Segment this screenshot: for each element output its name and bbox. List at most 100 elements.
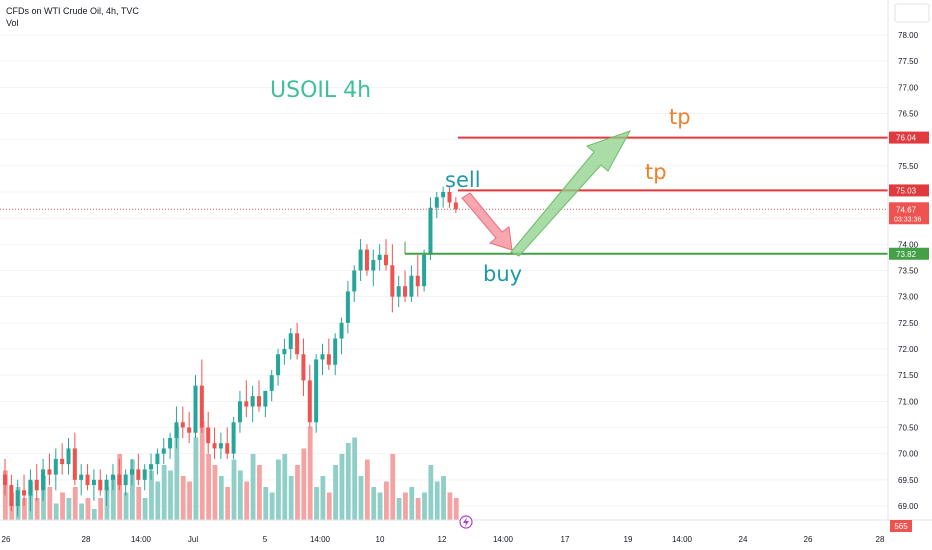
- volume-bar: [358, 476, 364, 520]
- volume-bar: [441, 476, 446, 520]
- candle-body: [409, 275, 414, 297]
- time-tick-label: 14:00: [493, 535, 514, 544]
- candle-body: [320, 354, 325, 360]
- volume-bar: [22, 498, 27, 520]
- sell-arrow: [461, 192, 513, 251]
- time-tick-label: 26: [2, 535, 11, 544]
- last-price-label: 74.67: [896, 205, 917, 214]
- volume-indicator-label: Vol: [6, 18, 19, 28]
- candle-body: [193, 385, 198, 433]
- candle-body: [276, 354, 281, 376]
- volume-bar: [180, 476, 186, 520]
- candle-body: [98, 479, 103, 491]
- level-price-box: [889, 247, 929, 260]
- volume-bar: [123, 492, 129, 520]
- volume-bar: [453, 498, 459, 520]
- candle-body: [447, 192, 452, 203]
- candle-body: [15, 490, 20, 506]
- price-tick-label: 76.50: [898, 110, 919, 119]
- price-tick-label: 78.00: [898, 31, 919, 40]
- price-axis[interactable]: [888, 0, 932, 520]
- candle-body: [326, 354, 331, 365]
- level-price-label: 76.04: [896, 134, 917, 143]
- time-tick-label: 26: [804, 535, 813, 544]
- volume-bar: [301, 448, 307, 520]
- candle-body: [212, 443, 217, 449]
- volume-bar: [282, 454, 288, 520]
- candle-body: [161, 448, 166, 454]
- candle-body: [199, 385, 204, 428]
- level-price-label: 75.03: [896, 186, 917, 195]
- time-tick-label: 28: [82, 535, 91, 544]
- candle-body: [384, 254, 388, 266]
- candle-body: [149, 464, 154, 470]
- volume-bar: [288, 476, 294, 520]
- volume-bar: [47, 487, 53, 520]
- candle-body: [53, 458, 58, 475]
- candle-body: [434, 197, 439, 208]
- time-tick-label: 14:00: [131, 535, 152, 544]
- volume-bar: [34, 498, 40, 520]
- countdown-label: 03:33:36: [894, 216, 921, 223]
- volume-bar: [149, 470, 154, 520]
- volume-bar: [250, 454, 256, 520]
- candle-body: [85, 474, 90, 486]
- volume-bar: [53, 503, 59, 520]
- level-price-label: 73.82: [896, 250, 917, 259]
- price-tick-label: 71.00: [898, 397, 919, 406]
- volume-bar: [225, 487, 231, 520]
- volume-bar: [415, 498, 421, 520]
- price-tick-label: 74.00: [898, 240, 919, 249]
- price-tick-label: 69.00: [898, 502, 919, 511]
- candle-body: [155, 453, 160, 465]
- candle-body: [314, 359, 319, 423]
- time-tick-label: Jul: [188, 535, 198, 544]
- candle-body: [142, 469, 147, 480]
- candle-body: [453, 202, 458, 210]
- candle-body: [225, 443, 230, 454]
- volume-bar: [60, 492, 65, 520]
- volume-bar: [390, 454, 396, 520]
- candle-body: [422, 254, 427, 287]
- volume-bar: [91, 509, 97, 520]
- time-tick-label: 19: [624, 535, 633, 544]
- candle-body: [257, 396, 261, 407]
- volume-bar: [352, 437, 358, 520]
- volume-bar: [447, 492, 453, 520]
- candle-body: [117, 474, 122, 486]
- volume-bar: [371, 487, 377, 520]
- lightning-icon[interactable]: [459, 515, 473, 529]
- candle-body: [79, 474, 84, 480]
- settings-box[interactable]: [894, 3, 930, 23]
- candle-body: [396, 286, 401, 297]
- candle-body: [415, 275, 420, 287]
- volume-bar: [434, 481, 440, 520]
- candle-body: [9, 485, 14, 506]
- price-axis-ticks: 78.0077.5077.0076.5076.0075.5075.0074.50…: [898, 31, 919, 511]
- volume-bar: [244, 481, 250, 520]
- candle-body: [403, 286, 408, 297]
- price-tick-label: 70.50: [898, 424, 919, 433]
- price-tick-label: 77.50: [898, 57, 919, 66]
- candle-body: [180, 422, 185, 428]
- volume-bar: [422, 492, 427, 520]
- price-tick-label: 70.00: [898, 450, 919, 459]
- price-tick-label: 75.50: [898, 162, 919, 171]
- volume-bar: [199, 421, 205, 520]
- buy-label: buy: [483, 262, 522, 286]
- candle-body: [168, 437, 173, 449]
- candle-body: [428, 207, 433, 255]
- volume-bar: [257, 465, 262, 520]
- volume-bar: [212, 465, 218, 520]
- volume-bar: [231, 459, 237, 520]
- volume-bar: [307, 426, 313, 520]
- price-tick-label: 73.00: [898, 293, 919, 302]
- candle-body: [301, 354, 306, 381]
- chart-title: USOIL 4h: [270, 78, 371, 103]
- candle-body: [269, 375, 274, 391]
- volume-bar: [377, 492, 383, 520]
- candle-body: [206, 427, 211, 444]
- volume-bar: [333, 465, 338, 520]
- candle-body: [231, 422, 236, 454]
